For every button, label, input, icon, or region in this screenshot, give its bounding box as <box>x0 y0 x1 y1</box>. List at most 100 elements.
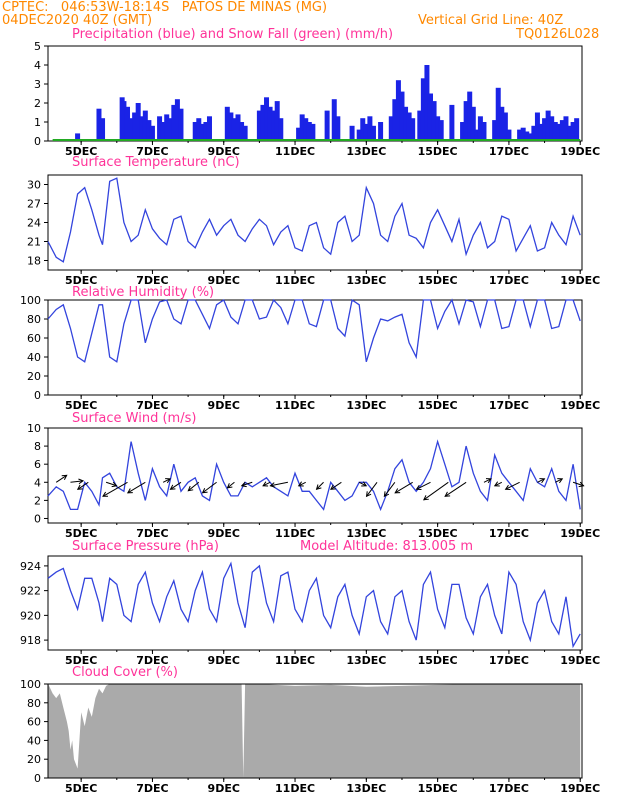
plot-frame <box>47 299 583 396</box>
x-tick-label: 9DEC <box>208 527 240 540</box>
precip-bar <box>395 80 401 141</box>
wind-arrow <box>383 481 396 497</box>
precip-bar <box>260 104 266 141</box>
y-tick-label: 0 <box>34 772 41 785</box>
precip-bar <box>531 125 537 141</box>
panel-title-pressure: Surface Pressure (hPa) <box>72 539 219 554</box>
panel-subtitle-altitude: Model Altitude: 813.005 m <box>300 539 474 554</box>
x-tick-label: 15DEC <box>418 399 458 412</box>
wind-arrow-head <box>262 481 269 487</box>
wind-arrow <box>202 481 217 494</box>
precip-bar <box>477 116 483 141</box>
precip-bar <box>435 116 441 141</box>
wind-arrow <box>162 478 171 483</box>
precip-bar <box>128 118 134 141</box>
y-tick-label: 24 <box>27 217 41 230</box>
x-tick-label: 5DEC <box>65 654 97 667</box>
precip-bar <box>556 123 562 141</box>
precip-bar <box>463 101 469 141</box>
wind-arrow <box>394 481 413 494</box>
wind-arrow <box>105 481 117 487</box>
x-tick-label: 17DEC <box>489 527 529 540</box>
precip-bar <box>378 122 384 141</box>
y-tick-label: 60 <box>27 716 41 729</box>
precip-bar <box>274 101 280 141</box>
precip-bar <box>363 123 369 141</box>
wind-arrow-head <box>365 491 372 498</box>
precip-bar <box>146 120 152 141</box>
y-tick-label: 0 <box>34 135 41 148</box>
x-tick-label: 15DEC <box>418 274 458 287</box>
x-tick-label: 9DEC <box>208 399 240 412</box>
precip-bar <box>481 122 487 141</box>
precip-bar <box>224 106 230 141</box>
y-tick-label: 4 <box>34 476 41 489</box>
y-tick-label: 20 <box>27 370 41 383</box>
precip-bar <box>470 106 476 141</box>
y-tick-label: 922 <box>20 585 41 598</box>
precip-bar <box>552 122 558 141</box>
y-tick-label: 20 <box>27 753 41 766</box>
precip-bar <box>324 110 330 141</box>
wind-arrow <box>366 481 378 497</box>
precip-bar <box>132 112 138 141</box>
x-tick-label: 11DEC <box>275 274 315 287</box>
y-tick-label: 18 <box>27 255 41 268</box>
y-tick-label: 6 <box>34 458 41 471</box>
wind-arrow-head <box>240 481 247 488</box>
precip-bar <box>495 87 501 141</box>
wind-arrow <box>483 478 492 483</box>
x-tick-label: 13DEC <box>346 782 386 795</box>
precip-bar <box>559 120 565 141</box>
precip-bar <box>264 97 270 141</box>
y-tick-label: 924 <box>20 560 41 573</box>
precip-bar <box>474 129 480 141</box>
precip-bar <box>399 91 405 141</box>
y-tick-label: 0 <box>34 512 41 525</box>
precip-bar <box>506 129 512 141</box>
x-tick-label: 11DEC <box>275 782 315 795</box>
precip-bar <box>360 118 366 141</box>
precip-bar <box>499 106 505 141</box>
precip-bar <box>417 110 423 141</box>
precip-bar <box>100 118 106 141</box>
y-tick-label: 80 <box>27 697 41 710</box>
precip-bar <box>403 106 409 141</box>
y-tick-label: 100 <box>20 678 41 691</box>
precip-bar <box>121 101 127 141</box>
precip-bar <box>192 122 198 141</box>
x-tick-label: 19DEC <box>560 527 600 540</box>
wind-arrow-head <box>187 485 194 492</box>
x-tick-label: 13DEC <box>346 145 386 158</box>
x-tick-label: 15DEC <box>418 654 458 667</box>
plot-frame <box>47 427 583 524</box>
precip-bar <box>367 116 373 141</box>
wind-arrow-head <box>201 488 208 494</box>
y-tick-label: 10 <box>27 422 41 435</box>
x-tick-label: 9DEC <box>208 782 240 795</box>
precip-bar <box>196 118 202 141</box>
precip-bar <box>406 112 412 141</box>
wind-arrow-head <box>539 478 546 484</box>
wind-arrow-head <box>422 495 429 501</box>
wind-arrow <box>358 481 367 487</box>
precip-bar <box>460 122 466 141</box>
wind-arrow <box>572 481 584 487</box>
x-tick-label: 11DEC <box>275 399 315 412</box>
wind-arrow <box>555 478 563 483</box>
precip-bar <box>296 127 302 141</box>
x-tick-label: 7DEC <box>136 274 168 287</box>
y-tick-label: 3 <box>34 78 41 91</box>
x-tick-label: 5DEC <box>65 782 97 795</box>
y-tick-label: 100 <box>20 294 41 307</box>
wind-arrow-head <box>226 483 233 489</box>
x-tick-label: 19DEC <box>560 145 600 158</box>
precip-bar <box>167 118 173 141</box>
precip-bar <box>303 118 309 141</box>
y-tick-label: 40 <box>27 734 41 747</box>
precip-bar <box>235 114 241 141</box>
precip-bar <box>271 110 277 141</box>
x-tick-label: 15DEC <box>418 527 458 540</box>
precip-bar <box>242 125 248 141</box>
